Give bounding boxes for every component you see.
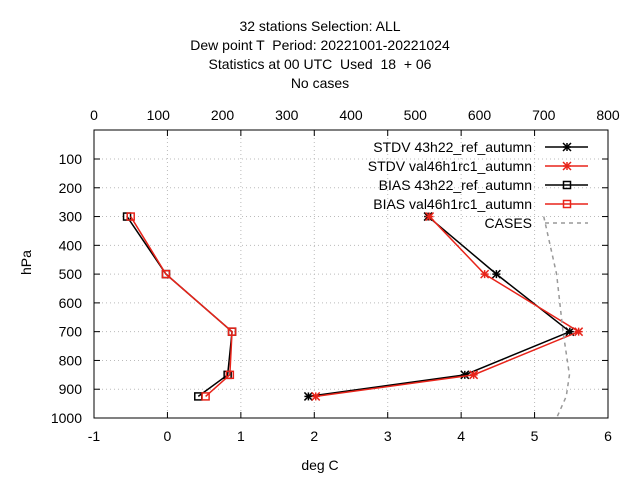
title-line-1: 32 stations Selection: ALL bbox=[239, 18, 401, 34]
legend-marker-star bbox=[562, 161, 572, 171]
data-point-star bbox=[574, 327, 584, 337]
y-tick-label: 600 bbox=[59, 295, 83, 311]
data-point-square bbox=[225, 370, 235, 380]
y-axis-label: hPa bbox=[18, 250, 34, 275]
legend-label: CASES bbox=[485, 215, 532, 231]
y-tick-label: 100 bbox=[59, 151, 83, 167]
y-tick-label: 400 bbox=[59, 237, 83, 253]
data-point-square bbox=[201, 392, 210, 401]
x2-tick-label: 800 bbox=[596, 107, 620, 123]
legend-marker-star bbox=[562, 142, 572, 152]
legend-label: BIAS val46h1rc1_autumn bbox=[373, 196, 532, 212]
data-point-star bbox=[460, 370, 470, 380]
data-point-star bbox=[491, 269, 501, 279]
data-point-square bbox=[161, 269, 171, 279]
series-line-3 bbox=[130, 216, 233, 397]
x-tick-label: 5 bbox=[531, 428, 539, 444]
x-tick-label: 1 bbox=[237, 428, 245, 444]
x-tick-label: 2 bbox=[310, 428, 318, 444]
x-axis-label: deg C bbox=[301, 457, 339, 473]
title-line-3: Statistics at 00 UTC Used 18 + 06 bbox=[208, 56, 432, 72]
series-line-2 bbox=[126, 216, 233, 398]
legend-marker-square bbox=[562, 180, 572, 190]
y-tick-label: 700 bbox=[59, 324, 83, 340]
y-tick-label: 200 bbox=[59, 180, 83, 196]
data-point-star bbox=[311, 391, 321, 401]
x2-tick-label: 0 bbox=[90, 107, 98, 123]
series-line-1 bbox=[315, 216, 581, 398]
x-tick-label: 0 bbox=[164, 428, 172, 444]
x2-tick-label: 200 bbox=[211, 107, 235, 123]
x2-tick-label: 300 bbox=[275, 107, 299, 123]
legend-label: BIAS 43h22_ref_autumn bbox=[379, 177, 532, 193]
x2-tick-label: 400 bbox=[339, 107, 363, 123]
x-tick-label: 4 bbox=[457, 428, 465, 444]
x2-tick-label: 100 bbox=[147, 107, 171, 123]
data-point-square bbox=[227, 327, 237, 336]
x2-tick-label: 500 bbox=[404, 107, 428, 123]
y-tick-label: 900 bbox=[59, 381, 83, 397]
data-point-star bbox=[469, 370, 479, 380]
title-line-4: No cases bbox=[290, 75, 350, 91]
y-tick-label: 500 bbox=[59, 266, 83, 282]
x-tick-label: 6 bbox=[604, 428, 612, 444]
legend-label: STDV 43h22_ref_autumn bbox=[373, 139, 532, 155]
series-line-4 bbox=[543, 216, 571, 419]
y-tick-label: 300 bbox=[59, 209, 83, 225]
data-point-star bbox=[480, 269, 490, 279]
y-tick-label: 800 bbox=[59, 352, 83, 368]
y-tick-label: 1000 bbox=[51, 410, 82, 426]
x-tick-label: -1 bbox=[88, 428, 101, 444]
legend-label: STDV val46h1rc1_autumn bbox=[368, 158, 532, 174]
data-point-square bbox=[126, 212, 135, 221]
x2-tick-label: 600 bbox=[468, 107, 492, 123]
series-line-0 bbox=[308, 215, 572, 398]
legend-marker-square bbox=[562, 199, 572, 209]
data-point-star bbox=[303, 391, 313, 401]
x-tick-label: 3 bbox=[384, 428, 392, 444]
title-line-2: Dew point T Period: 20221001-20221024 bbox=[190, 37, 450, 53]
x2-tick-label: 700 bbox=[532, 107, 556, 123]
data-point-star bbox=[425, 212, 435, 222]
